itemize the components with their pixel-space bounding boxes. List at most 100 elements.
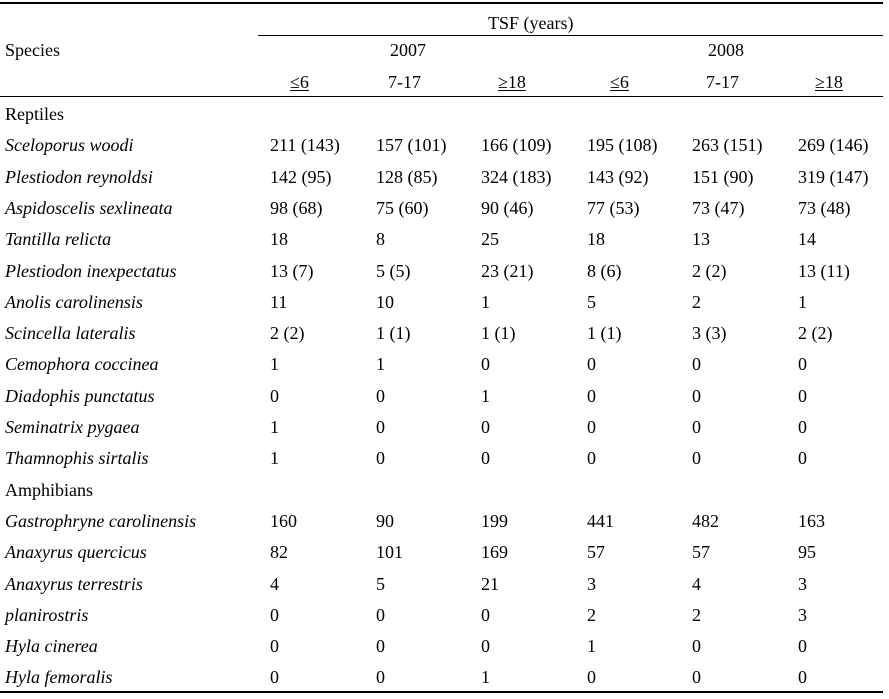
subcol-header: 7-17 bbox=[706, 72, 739, 92]
count-cell: 5 bbox=[587, 291, 596, 312]
count-cell: 0 bbox=[798, 417, 807, 437]
count-cell: 21 bbox=[481, 573, 499, 594]
count-cell: 90 (46) bbox=[481, 197, 534, 218]
count-cell: 23 (21) bbox=[481, 260, 534, 281]
subcol-header: 7-17 bbox=[388, 72, 421, 92]
count-cell: 3 (3) bbox=[692, 323, 727, 344]
count-cell: 90 bbox=[376, 510, 394, 531]
count-cell: 0 bbox=[692, 448, 701, 469]
section-title: Amphibians bbox=[5, 479, 93, 500]
count-cell: 195 (108) bbox=[587, 135, 658, 156]
count-cell: 1 bbox=[270, 448, 279, 469]
count-cell: 0 bbox=[270, 385, 279, 406]
subcol-header: ≥18 bbox=[815, 72, 843, 92]
count-cell: 157 (101) bbox=[376, 135, 447, 156]
count-cell: 0 bbox=[587, 417, 596, 437]
species-name: Thamnophis sirtalis bbox=[5, 448, 149, 469]
species-column-header: Species bbox=[5, 40, 60, 60]
count-cell: 10 bbox=[376, 291, 394, 312]
count-cell: 0 bbox=[587, 385, 596, 406]
count-cell: 25 bbox=[481, 229, 499, 250]
species-name: Gastrophryne carolinensis bbox=[5, 510, 197, 531]
count-cell: 2 bbox=[692, 604, 701, 625]
count-cell: 82 bbox=[270, 542, 288, 563]
count-cell: 1 bbox=[481, 291, 490, 312]
count-cell: 0 bbox=[481, 604, 490, 625]
species-name: planirostris bbox=[5, 604, 89, 625]
species-name: Plestiodon inexpectatus bbox=[5, 260, 177, 281]
table-top-rule bbox=[0, 2, 883, 4]
count-cell: 269 (146) bbox=[798, 135, 869, 156]
count-cell: 166 (109) bbox=[481, 135, 552, 156]
count-cell: 73 (48) bbox=[798, 197, 851, 218]
species-name: Anaxyrus quercicus bbox=[5, 542, 147, 563]
subcol-header: ≤6 bbox=[610, 72, 629, 92]
count-cell: 1 bbox=[481, 385, 490, 406]
count-cell: 1 bbox=[270, 417, 279, 437]
count-cell: 199 bbox=[481, 510, 508, 531]
count-cell: 0 bbox=[481, 636, 490, 657]
count-cell: 0 bbox=[798, 385, 807, 406]
count-cell: 1 (1) bbox=[481, 323, 516, 344]
count-cell: 3 bbox=[798, 604, 807, 625]
count-cell: 1 (1) bbox=[376, 323, 411, 344]
count-cell: 0 bbox=[376, 385, 385, 406]
species-name: Sceloporus woodi bbox=[5, 135, 134, 156]
species-name: Tantilla relicta bbox=[5, 229, 112, 250]
count-cell: 0 bbox=[376, 604, 385, 625]
count-cell: 5 bbox=[376, 573, 385, 594]
species-name: Cemophora coccinea bbox=[5, 354, 159, 375]
count-cell: 0 bbox=[376, 448, 385, 469]
count-cell: 0 bbox=[270, 636, 279, 657]
count-cell: 1 bbox=[587, 636, 596, 657]
count-cell: 1 bbox=[481, 667, 490, 688]
count-cell: 2 bbox=[692, 291, 701, 312]
count-cell: 77 (53) bbox=[587, 197, 640, 218]
year-header-2007: 2007 bbox=[390, 40, 426, 60]
count-cell: 0 bbox=[481, 448, 490, 469]
count-cell: 0 bbox=[798, 636, 807, 657]
count-cell: 2 (2) bbox=[692, 260, 727, 281]
count-cell: 319 (147) bbox=[798, 166, 869, 187]
count-cell: 0 bbox=[692, 354, 701, 375]
count-cell: 13 (7) bbox=[270, 260, 314, 281]
count-cell: 0 bbox=[798, 667, 807, 688]
count-cell: 0 bbox=[587, 448, 596, 469]
count-cell: 143 (92) bbox=[587, 166, 649, 187]
species-name: Aspidoscelis sexlineata bbox=[5, 197, 173, 218]
count-cell: 4 bbox=[692, 573, 701, 594]
count-cell: 4 bbox=[270, 573, 279, 594]
count-cell: 324 (183) bbox=[481, 166, 552, 187]
count-cell: 0 bbox=[692, 636, 701, 657]
count-cell: 0 bbox=[692, 417, 701, 437]
count-cell: 0 bbox=[481, 417, 490, 437]
count-cell: 14 bbox=[798, 229, 816, 250]
count-cell: 0 bbox=[481, 354, 490, 375]
count-cell: 169 bbox=[481, 542, 508, 563]
count-cell: 75 (60) bbox=[376, 197, 429, 218]
count-cell: 13 bbox=[692, 229, 710, 250]
subcol-header: ≤6 bbox=[290, 72, 309, 92]
header-rule bbox=[0, 96, 883, 97]
count-cell: 2 bbox=[587, 604, 596, 625]
count-cell: 160 bbox=[270, 510, 297, 531]
subcol-header: ≥18 bbox=[498, 72, 526, 92]
count-cell: 142 (95) bbox=[270, 166, 332, 187]
group-underline bbox=[258, 35, 883, 36]
count-cell: 0 bbox=[798, 354, 807, 375]
count-cell: 18 bbox=[270, 229, 288, 250]
count-cell: 1 bbox=[798, 291, 807, 312]
count-cell: 0 bbox=[587, 667, 596, 688]
year-header-2008: 2008 bbox=[708, 40, 744, 60]
count-cell: 0 bbox=[270, 604, 279, 625]
count-cell: 3 bbox=[798, 573, 807, 594]
species-name: Diadophis punctatus bbox=[5, 385, 155, 406]
count-cell: 151 (90) bbox=[692, 166, 754, 187]
count-cell: 1 (1) bbox=[587, 323, 622, 344]
species-name: Seminatrix pygaea bbox=[5, 417, 140, 437]
count-cell: 73 (47) bbox=[692, 197, 745, 218]
count-cell: 263 (151) bbox=[692, 135, 763, 156]
count-cell: 95 bbox=[798, 542, 816, 563]
count-cell: 0 bbox=[798, 448, 807, 469]
species-name: Hyla cinerea bbox=[5, 636, 98, 657]
